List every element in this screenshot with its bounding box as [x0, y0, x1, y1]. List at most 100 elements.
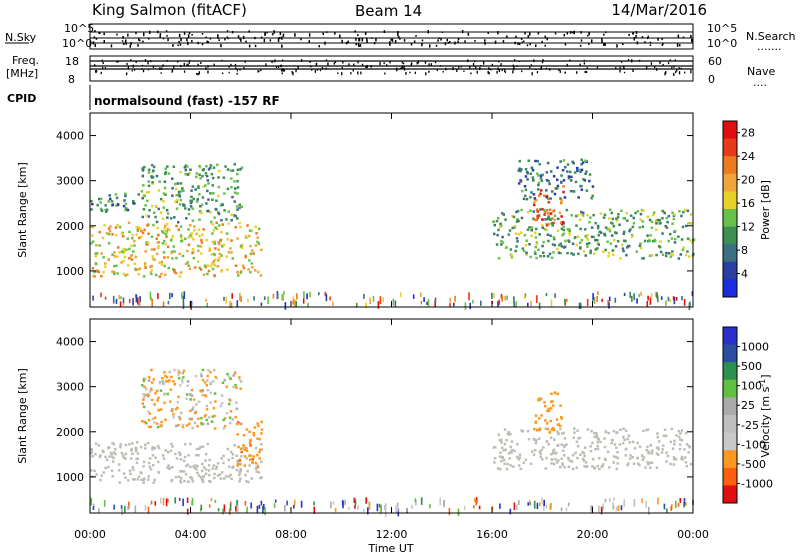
freq-point	[196, 73, 198, 75]
data-cell	[140, 229, 143, 233]
data-cell	[499, 451, 502, 454]
noise-point	[245, 40, 247, 43]
data-cell	[113, 255, 117, 258]
data-cell	[556, 444, 559, 447]
data-cell	[166, 165, 169, 168]
data-cell	[209, 371, 212, 374]
noise-point	[446, 38, 448, 42]
data-cell	[585, 170, 588, 173]
data-cell	[192, 197, 195, 201]
freq-point	[569, 59, 571, 62]
data-cell	[198, 447, 201, 450]
clutter-cell	[246, 506, 248, 513]
data-cell	[498, 439, 502, 442]
y-tick-label: 1000	[56, 265, 84, 278]
data-cell	[567, 239, 570, 242]
data-cell	[184, 262, 188, 266]
data-cell	[526, 429, 530, 433]
data-cell	[98, 455, 102, 459]
data-cell	[176, 182, 180, 185]
data-cell	[534, 231, 537, 235]
data-cell	[626, 437, 629, 441]
data-cell	[123, 199, 126, 202]
data-cell	[254, 225, 257, 228]
data-cell	[90, 225, 93, 229]
data-cell	[215, 227, 219, 230]
clutter-cell	[223, 504, 226, 512]
data-cell	[612, 461, 615, 464]
data-cell	[244, 234, 248, 238]
data-cell	[144, 250, 147, 253]
data-cell	[556, 392, 560, 396]
data-cell	[188, 422, 191, 426]
data-cell	[236, 271, 239, 274]
data-cell	[101, 449, 105, 452]
noise-point	[573, 30, 575, 35]
freq-ytick-bottom: 8	[68, 73, 75, 86]
clutter-cell	[272, 293, 275, 299]
data-cell	[631, 225, 635, 229]
data-cell	[539, 208, 542, 211]
data-cell	[181, 371, 185, 375]
data-cell	[520, 168, 523, 171]
noise-point	[322, 32, 324, 35]
data-cell	[178, 193, 181, 197]
data-cell	[210, 220, 213, 224]
clutter-cell	[353, 497, 356, 504]
data-cell	[151, 175, 155, 179]
data-cell	[209, 401, 212, 404]
data-cell	[214, 226, 217, 229]
data-cell	[539, 452, 542, 456]
data-cell	[179, 225, 183, 228]
data-cell	[648, 461, 652, 465]
data-cell	[143, 165, 146, 169]
data-cell	[560, 432, 564, 435]
data-cell	[171, 465, 174, 469]
data-cell	[108, 446, 111, 449]
freq-point	[126, 62, 128, 66]
data-cell	[146, 441, 150, 445]
data-cell	[191, 219, 195, 222]
clutter-cell	[617, 505, 620, 511]
data-cell	[591, 441, 594, 445]
freq-point	[277, 65, 280, 69]
data-cell	[622, 249, 625, 253]
clutter-cell	[293, 504, 295, 509]
data-cell	[529, 172, 533, 175]
data-cell	[193, 421, 197, 425]
data-cell	[671, 447, 675, 450]
data-cell	[534, 420, 538, 423]
data-cell	[528, 243, 531, 246]
data-cell	[539, 397, 543, 400]
data-cell	[201, 480, 205, 484]
data-cell	[547, 212, 550, 215]
clutter-cell	[648, 507, 650, 515]
clutter-cell	[501, 295, 503, 302]
data-cell	[201, 174, 204, 178]
colorbar-swatch	[723, 279, 737, 298]
data-cell	[122, 472, 126, 475]
freq-point	[536, 71, 539, 74]
data-cell	[596, 247, 599, 250]
data-cell	[596, 437, 600, 440]
clutter-cell	[292, 299, 294, 305]
data-cell	[237, 445, 240, 449]
data-cell	[669, 232, 672, 236]
clutter-cell	[229, 501, 232, 506]
freq-point	[576, 71, 578, 74]
data-cell	[111, 233, 114, 236]
data-cell	[109, 197, 112, 201]
data-cell	[197, 474, 201, 477]
data-cell	[681, 225, 685, 229]
data-cell	[239, 422, 242, 426]
freq-point	[135, 60, 137, 63]
data-cell	[161, 454, 165, 457]
data-cell	[91, 267, 95, 270]
data-cell	[623, 438, 626, 442]
data-cell	[252, 431, 255, 435]
noise-point	[355, 37, 357, 41]
clutter-cell	[341, 500, 344, 506]
noise-point	[457, 37, 460, 41]
data-cell	[184, 237, 187, 240]
data-cell	[594, 221, 597, 225]
